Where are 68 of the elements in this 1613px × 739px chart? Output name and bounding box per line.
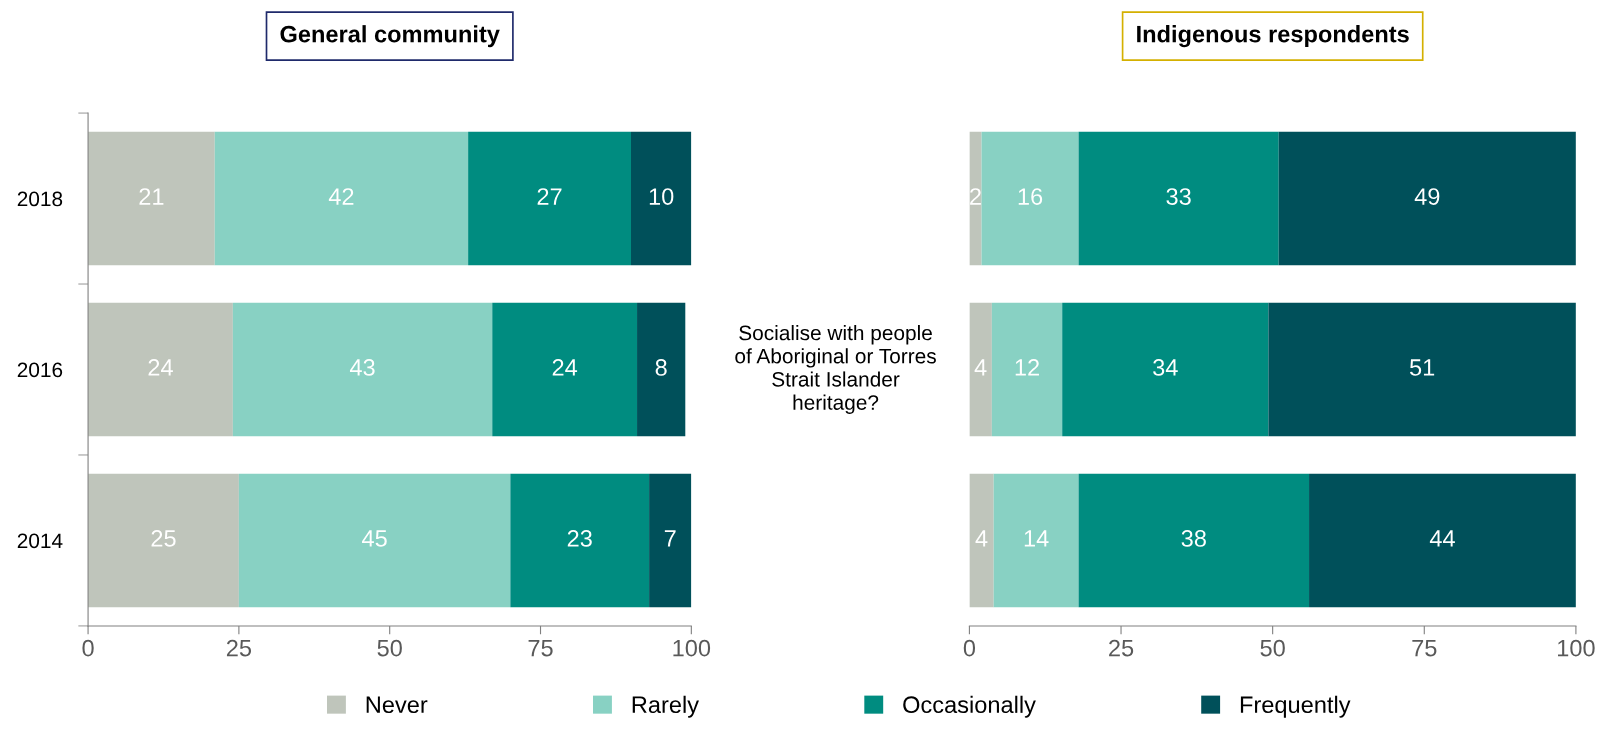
bar — [88, 473, 239, 608]
data-label: 44 — [1429, 530, 1455, 547]
y-tick-label: 2014 — [17, 533, 63, 549]
bar — [88, 302, 233, 437]
legend-label: Frequently — [1240, 695, 1351, 718]
data-label: 14 — [1024, 530, 1049, 547]
data-label: 27 — [537, 188, 562, 205]
x-tick-label: 25 — [1109, 639, 1134, 657]
data-label: 25 — [151, 530, 176, 547]
data-label: 42 — [328, 188, 354, 205]
data-label: 38 — [1181, 530, 1206, 547]
data-label: 16 — [1018, 188, 1043, 205]
bar — [510, 473, 650, 608]
bar — [232, 302, 493, 437]
bar — [238, 473, 511, 608]
data-label: 10 — [649, 188, 674, 205]
data-label: 24 — [552, 359, 578, 376]
legend-label: Occasionally — [903, 695, 1036, 718]
x-tick-label: 0 — [963, 639, 976, 657]
data-label: 51 — [1409, 359, 1435, 376]
y-tick-label: 2016 — [17, 362, 63, 378]
bar — [1078, 131, 1279, 266]
data-label: 49 — [1414, 188, 1440, 205]
bar — [214, 131, 469, 266]
bar — [1268, 302, 1576, 437]
x-tick-label: 0 — [82, 639, 94, 657]
bar — [1078, 473, 1310, 608]
x-tick-label: 50 — [1260, 639, 1285, 657]
chart-title: General community — [280, 25, 500, 48]
data-label: 24 — [148, 359, 173, 376]
x-tick-label: 75 — [1412, 639, 1437, 657]
data-label: 33 — [1166, 188, 1191, 205]
bar — [468, 131, 632, 266]
data-label: 8 — [655, 359, 667, 376]
data-label: 2 — [970, 188, 981, 205]
bar — [969, 131, 982, 266]
x-tick-label: 100 — [673, 639, 711, 657]
bar — [1309, 473, 1576, 608]
data-label: 34 — [1153, 359, 1178, 376]
bar — [649, 473, 692, 608]
bar — [981, 131, 1079, 266]
data-label: 21 — [139, 188, 164, 205]
data-label: 23 — [567, 530, 592, 547]
x-tick-label: 100 — [1558, 639, 1595, 657]
bar — [969, 302, 992, 437]
x-tick-label: 50 — [377, 639, 402, 657]
data-label: 7 — [664, 530, 676, 547]
bar — [1278, 131, 1576, 266]
data-label: 12 — [1015, 359, 1039, 376]
data-label: 45 — [362, 530, 387, 547]
bar — [492, 302, 638, 437]
bar — [631, 131, 692, 266]
bar — [969, 473, 994, 608]
y-tick-label: 2018 — [17, 191, 63, 207]
x-tick-label: 75 — [528, 639, 553, 657]
chart-title: Indigenous respondents — [1137, 25, 1409, 48]
data-label: 43 — [349, 359, 375, 376]
bar — [637, 302, 686, 437]
bar — [88, 131, 215, 266]
bar — [1062, 302, 1269, 437]
data-label: 4 — [975, 530, 988, 547]
legend-label: Never — [366, 696, 428, 714]
data-label: 4 — [974, 359, 987, 376]
text: Socialise with people of Aboriginal or Torres Strait Islander heritage? — [735, 325, 936, 414]
legend-label: Rarely — [632, 695, 699, 718]
bar — [991, 302, 1063, 437]
bar — [993, 473, 1079, 608]
x-tick-label: 25 — [226, 639, 252, 657]
